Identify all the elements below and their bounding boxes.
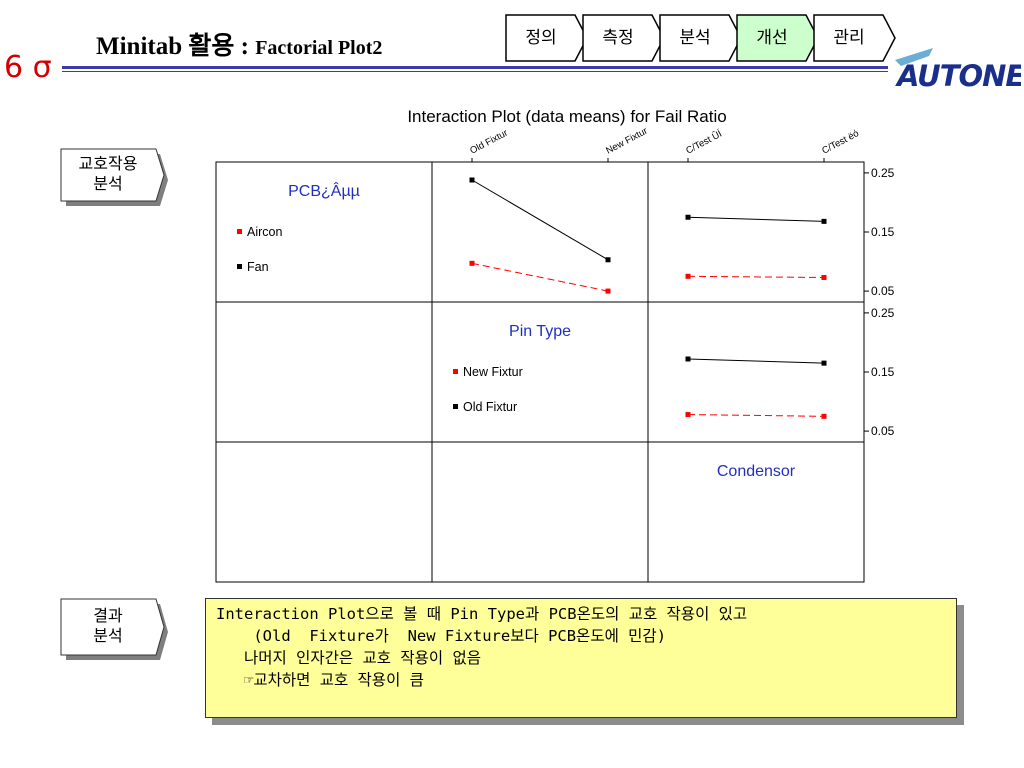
series-line [687,358,825,364]
label-frame [60,598,168,660]
y-tick-label: 0.15 [871,225,895,239]
legend-marker [453,369,458,374]
factor-label: Condensor [717,463,796,480]
x-tick-label: Old Fixtur [468,128,510,157]
plot-frame [215,161,865,583]
factor-label: Pin Type [509,323,571,340]
step-2[interactable]: 측정 [582,14,666,62]
y-tick-label: 0.05 [871,284,895,298]
data-point [469,260,475,266]
title-sub: Factorial Plot2 [255,37,383,59]
result-line: Interaction Plot으로 볼 때 Pin Type과 PCB온도의 … [216,605,748,623]
page-title: Minitab 활용 : Factorial Plot2 [96,26,382,62]
x-tick-label: C/Test ÛÍ [684,128,724,156]
step-label: 측정 [602,28,634,48]
data-point [821,275,827,280]
legend-marker [237,264,242,269]
interaction-label-line2: 분석 [93,174,123,193]
series-line [687,216,825,222]
chart-title: Interaction Plot (data means) for Fail R… [407,107,726,126]
step-4[interactable]: 개선 [736,14,820,62]
title-main: Minitab 활용 : [96,33,256,60]
step-1[interactable]: 정의 [505,14,589,62]
logo-text: AUTONET [895,59,1021,93]
data-point [685,273,691,279]
data-point [821,360,827,366]
result-analysis-label: 결과 분석 [60,598,168,660]
x-tick-label: New Fixtur [604,126,649,157]
factor-label: PCB¿Âµµ [288,181,360,200]
step-label: 분석 [679,28,711,48]
y-tick-label: 0.05 [871,424,895,438]
result-label-line2: 분석 [93,626,123,645]
y-tick-label: 0.15 [871,365,895,379]
data-point [605,257,611,263]
result-line: ☞교차하면 교호 작용이 큼 [216,671,424,689]
x-tick-label: C/Test ëó [820,128,861,157]
step-label: 관리 [833,28,865,48]
series-line [687,414,825,417]
legend-entry: Fan [247,260,269,274]
data-point [685,214,691,220]
result-label-line1: 결과 [93,606,123,625]
legend-entry: New Fixtur [463,365,523,379]
result-line: 나머지 인자간은 교호 작용이 없음 [216,649,481,667]
label-frame [60,148,168,206]
step-3[interactable]: 분석 [659,14,743,62]
y-tick-label: 0.25 [871,166,895,180]
legend-entry: Old Fixtur [463,400,517,414]
data-point [685,412,691,418]
legend-marker [237,229,242,234]
six-sigma-mark: 6 σ [4,50,52,85]
interaction-analysis-label: 교호작용 분석 [60,148,168,206]
autonet-logo: AUTONET [895,48,1021,93]
interaction-label-line1: 교호작용 [78,154,138,173]
data-point [469,177,475,183]
series-line [471,262,609,292]
step-label: 개선 [756,28,788,48]
data-point [821,413,827,419]
header-rule-thick [62,66,888,69]
result-line: (Old Fixture가 New Fixture보다 PCB온도에 민감) [216,627,667,645]
legend-entry: Aircon [247,225,282,239]
data-point [821,218,827,224]
series-line [471,179,609,261]
legend-marker [453,404,458,409]
header-rule-thin [62,71,888,72]
step-5[interactable]: 관리 [813,14,897,62]
y-tick-label: 0.25 [871,306,895,320]
data-point [605,288,611,294]
result-note: Interaction Plot으로 볼 때 Pin Type과 PCB온도의 … [205,598,957,718]
data-point [685,356,691,362]
series-line [687,275,825,278]
step-label: 정의 [525,28,557,48]
